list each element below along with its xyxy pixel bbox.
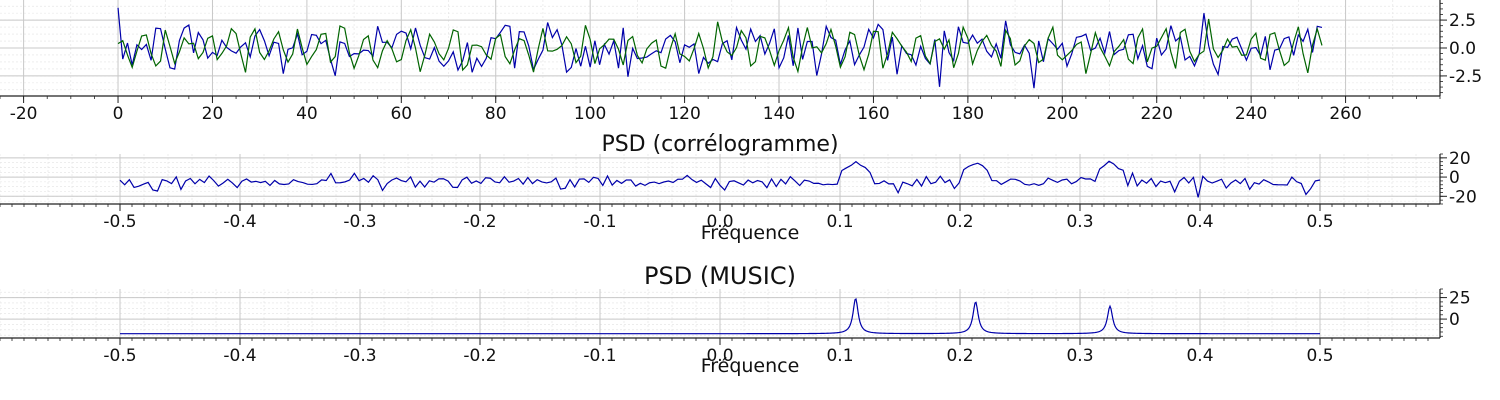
x-tick-label: 0 xyxy=(113,104,124,124)
x-tick-label: 0.0 xyxy=(706,346,733,366)
x-tick-label: -0.3 xyxy=(343,346,376,366)
y-tick-label: 25 xyxy=(1449,289,1471,309)
time-series-panel: -20 0 20 40 60 80 100 120 140 160 180 200 220 240 260 -… xyxy=(0,0,1482,124)
x-tick-label: 240 xyxy=(1235,104,1267,124)
y-tick-label: 0.0 xyxy=(1449,39,1476,59)
x-tick-label: -0.2 xyxy=(463,346,496,366)
y-tick-label: -20 xyxy=(1449,187,1477,207)
x-tick-label: 0.2 xyxy=(946,346,973,366)
x-tick-label: 140 xyxy=(763,104,795,124)
x-tick-label: 120 xyxy=(668,104,700,124)
x-tick-label: 0.3 xyxy=(1066,346,1093,366)
psd-correlogram-panel: PSD (corrélogramme) Fréquence -0.5 -0.4 -0… xyxy=(0,132,1477,244)
y-tick-label: 20 xyxy=(1449,149,1471,169)
y-tick-label: 0 xyxy=(1449,168,1460,188)
psd-music-panel: PSD (MUSIC) Fréquence -0.5 -0.4 -0.3 -0.2 -0… xyxy=(0,262,1471,377)
x-tick-label: 0.5 xyxy=(1306,212,1333,232)
x-tick-label: 200 xyxy=(1046,104,1078,124)
x-tick-label: 160 xyxy=(857,104,889,124)
x-tick-label: -0.5 xyxy=(103,346,136,366)
music-psd-line xyxy=(120,297,1320,335)
x-tick-label: 0.2 xyxy=(946,212,973,232)
correlogram-psd-line xyxy=(119,160,1321,198)
psd-music-title: PSD (MUSIC) xyxy=(644,262,796,290)
x-tick-label: 0.4 xyxy=(1186,346,1213,366)
x-tick-label: -0.4 xyxy=(223,346,256,366)
x-tick-label: 80 xyxy=(485,104,507,124)
series-line-green xyxy=(117,18,1323,74)
x-tick-label: 0.1 xyxy=(826,212,853,232)
series-line-blue xyxy=(117,7,1323,89)
psd-music-xlabel: Fréquence xyxy=(701,355,800,377)
x-tick-label: 100 xyxy=(574,104,606,124)
x-tick-label: 0.3 xyxy=(1066,212,1093,232)
x-tick-label: 0.5 xyxy=(1306,346,1333,366)
x-tick-label: 0.0 xyxy=(706,212,733,232)
x-tick-label: -0.5 xyxy=(103,212,136,232)
y-tick-label: 0 xyxy=(1449,310,1460,330)
x-tick-label: -0.4 xyxy=(223,212,256,232)
x-tick-label: 0.4 xyxy=(1186,212,1213,232)
x-tick-label: 260 xyxy=(1329,104,1361,124)
x-tick-label: 180 xyxy=(952,104,984,124)
psd-correlogram-title: PSD (corrélogramme) xyxy=(601,132,838,157)
x-tick-label: -0.3 xyxy=(343,212,376,232)
x-tick-label: 40 xyxy=(296,104,318,124)
x-tick-label: 220 xyxy=(1140,104,1172,124)
x-tick-label: 0.1 xyxy=(826,346,853,366)
x-tick-label: -0.1 xyxy=(583,212,616,232)
x-tick-label: -0.2 xyxy=(463,212,496,232)
x-tick-label: 20 xyxy=(202,104,224,124)
y-tick-label: -2.5 xyxy=(1449,67,1482,87)
y-tick-label: 2.5 xyxy=(1449,11,1476,31)
psd-correlogram-xlabel: Fréquence xyxy=(701,222,800,244)
x-tick-label: 60 xyxy=(390,104,412,124)
x-tick-label: -20 xyxy=(10,104,38,124)
x-tick-label: -0.1 xyxy=(583,346,616,366)
